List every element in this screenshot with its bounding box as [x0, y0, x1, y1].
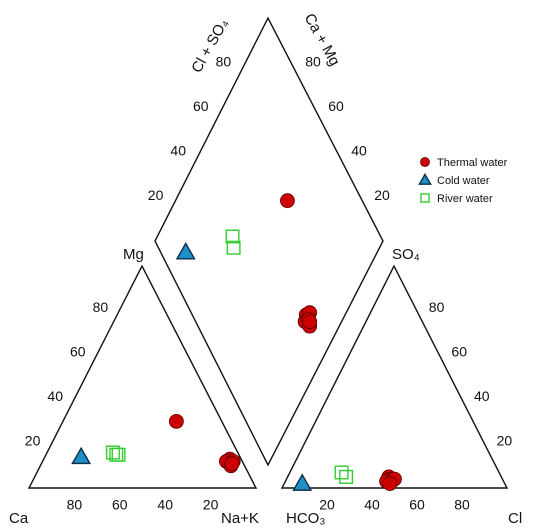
- thermal-water-diamond-point: [302, 314, 318, 330]
- mg-tick-label: 20: [25, 432, 41, 448]
- so4-tick-label: 80: [429, 299, 445, 315]
- cold-water-anion-point: [292, 473, 313, 491]
- nak-vertex-label: Na+K: [221, 510, 259, 527]
- cold-water-diamond-point: [175, 242, 196, 260]
- mg-vertex-label: Mg: [123, 246, 144, 263]
- cl-vertex-label: Cl: [508, 510, 522, 527]
- so4-tick-label: 60: [451, 344, 467, 360]
- so4-vertex-label: SO₄: [392, 246, 420, 263]
- central-diamond: [154, 16, 384, 467]
- legend: Thermal water Cold water River water: [418, 157, 508, 205]
- thermal-water-diamond-point: [280, 193, 295, 209]
- diagram-outlines: [27, 16, 509, 489]
- cation-triangle: [27, 264, 258, 489]
- ca-vertex-label: Ca: [9, 510, 29, 527]
- so4-tick-label: 40: [474, 388, 490, 404]
- ca-tick-label: 80: [67, 497, 83, 513]
- ca-tick-label: 40: [157, 497, 173, 513]
- cl-tick-label: 40: [364, 497, 380, 513]
- cold-water-legend-label: Cold water: [437, 175, 490, 187]
- mg-tick-label: 80: [93, 299, 109, 315]
- river-water-diamond-point: [226, 240, 241, 255]
- cl-tick-label: 80: [454, 497, 470, 513]
- anion-triangle: [280, 264, 509, 489]
- tick-labels: 20 20 40 40 60 60 80 80 20 20 40 40 60 60 80 80 20 20 40 40…: [25, 53, 513, 512]
- ca-mg-tick-label: 80: [305, 53, 321, 69]
- data-points: [71, 193, 402, 491]
- mg-tick-label: 40: [47, 388, 63, 404]
- cold-water-legend-marker: [418, 172, 432, 185]
- hco3-vertex-label: HCO₃: [286, 510, 325, 527]
- axis-labels: Cl + SO₄ Ca + Mg Mg Ca Na+K SO₄ HCO₃ Cl: [9, 11, 522, 527]
- ca-mg-tick-label: 60: [328, 98, 344, 114]
- river-water-cation-point: [109, 447, 124, 462]
- cl-tick-label: 60: [409, 497, 425, 513]
- cl-so4-tick-label: 60: [193, 98, 209, 114]
- cl-so4-tick-label: 40: [170, 143, 186, 159]
- river-water-legend-label: River water: [437, 193, 493, 205]
- ca-mg-tick-label: 20: [374, 187, 390, 203]
- river-water-anion-point: [334, 465, 349, 480]
- river-water-anion-point: [339, 469, 354, 484]
- ca-tick-label: 20: [203, 497, 219, 513]
- cold-water-cation-point: [71, 446, 92, 465]
- thermal-water-legend-marker: [420, 157, 430, 167]
- so4-tick-label: 20: [497, 432, 513, 448]
- thermal-water-cation-point: [224, 456, 240, 471]
- thermal-water-cation-point: [168, 413, 184, 429]
- river-water-legend-marker: [420, 193, 430, 203]
- ca-tick-label: 60: [112, 497, 128, 513]
- mg-tick-label: 60: [70, 344, 86, 360]
- cl-tick-label: 20: [319, 497, 335, 513]
- river-water-cation-point: [105, 445, 120, 460]
- cl-so4-tick-label: 80: [216, 53, 232, 69]
- thermal-water-legend-label: Thermal water: [437, 157, 508, 169]
- ca-mg-tick-label: 40: [351, 143, 367, 159]
- cl-so4-tick-label: 20: [148, 187, 164, 203]
- thermal-water-anion-point: [382, 476, 398, 491]
- river-water-diamond-point: [225, 229, 240, 244]
